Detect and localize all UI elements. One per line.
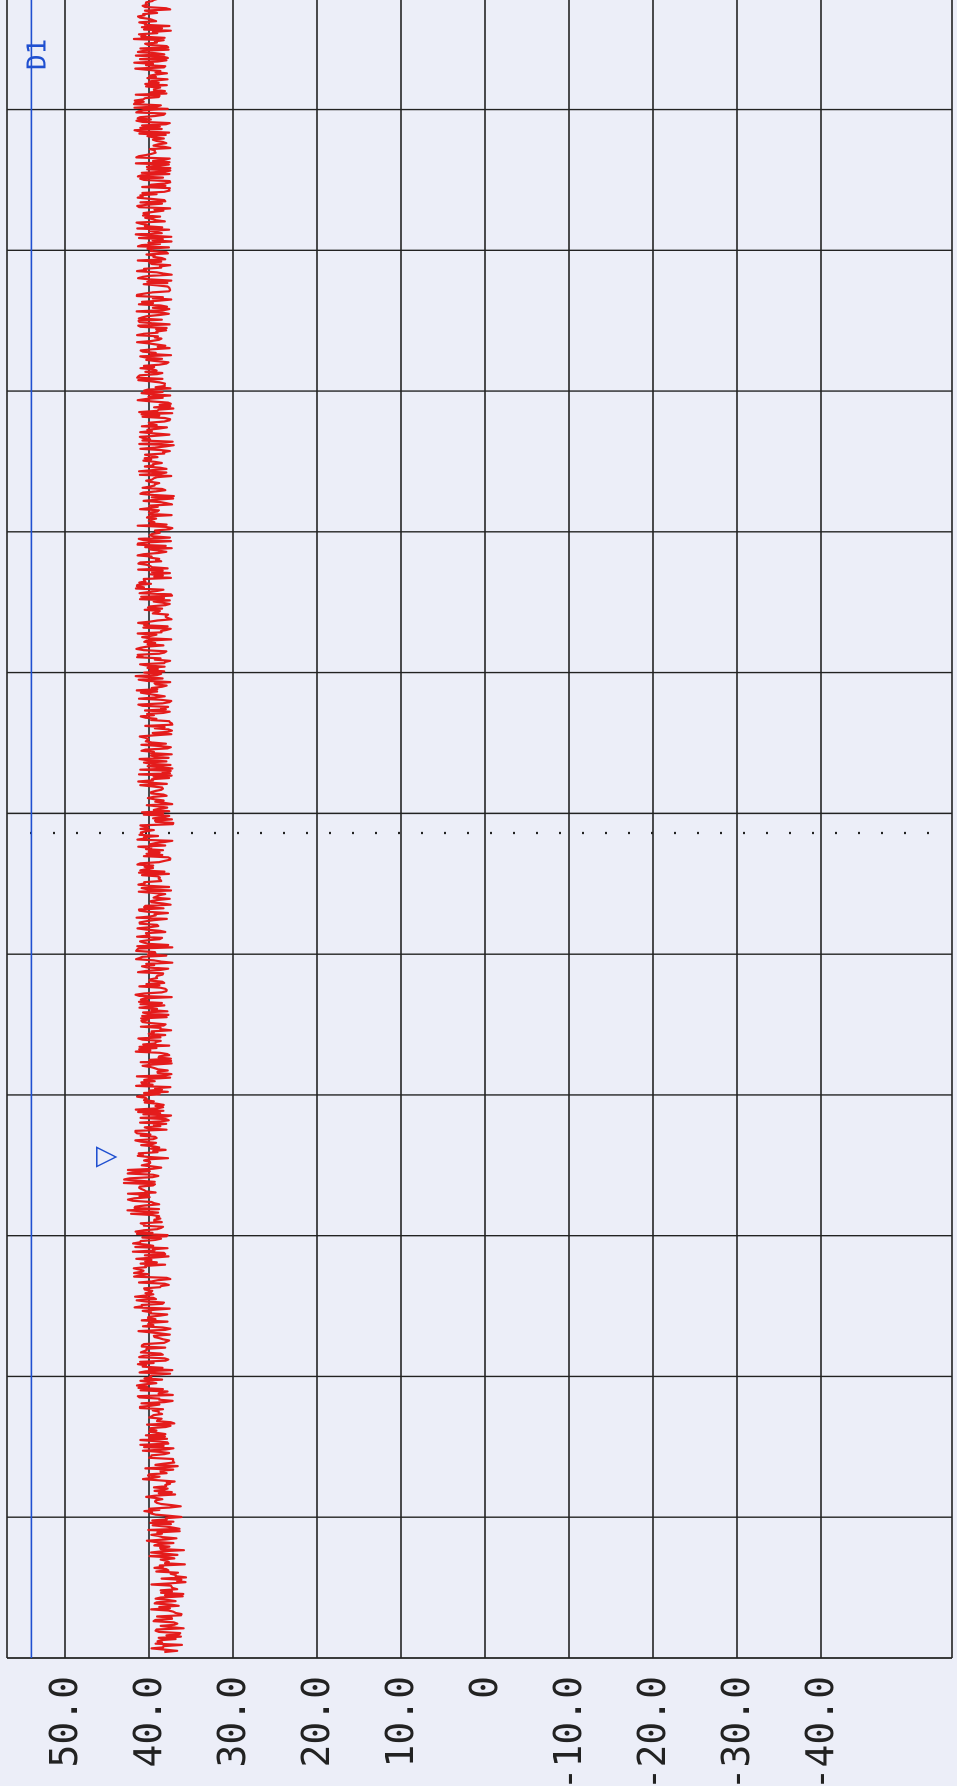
tick-label-6: -10.0 <box>546 1676 590 1786</box>
marker-label: ▽ <box>88 1146 121 1168</box>
trace-series <box>122 0 188 1654</box>
tick-label-3: 20.0 <box>294 1676 338 1768</box>
tick-label-8: -30.0 <box>714 1676 758 1786</box>
tick-label-5: 0 <box>462 1676 506 1699</box>
tick-label-2: 30.0 <box>210 1676 254 1768</box>
display-line-label: D1 <box>22 39 52 70</box>
tick-label-9: -40.0 <box>798 1676 842 1786</box>
tick-label-1: 40.0 <box>126 1676 170 1768</box>
tick-label-7: -20.0 <box>630 1676 674 1786</box>
tick-label-4: 10.0 <box>378 1676 422 1768</box>
tick-label-0: 50.0 <box>42 1676 86 1768</box>
